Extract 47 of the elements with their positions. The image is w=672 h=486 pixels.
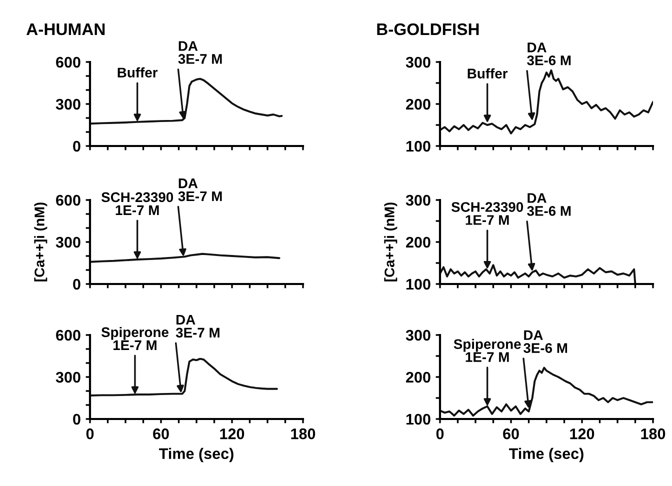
line-series	[440, 366, 653, 417]
y-axis-title: [Ca++]i (nM)	[384, 202, 398, 282]
annotation: DA 3E-6 M	[527, 42, 571, 66]
annotation: Buffer	[118, 67, 158, 78]
y-tick-label: 100	[406, 140, 430, 152]
chart-title: A-HUMAN	[26, 24, 105, 36]
x-tick-label: 180	[291, 428, 316, 440]
y-tick-label: 600	[56, 56, 80, 68]
y-tick-label: 300	[406, 56, 430, 68]
y-tick-label: 0	[73, 414, 80, 425]
annotation: DA 3E-7 M	[176, 314, 220, 338]
y-axis-title: [Ca++]i (nM)	[34, 202, 48, 282]
line-series	[440, 69, 653, 134]
y-tick-label: 200	[406, 236, 430, 248]
annotation: DA 3E-6 M	[524, 330, 568, 353]
annotation: Spiperone 1E-7 M	[454, 338, 521, 362]
y-tick-label: 200	[406, 372, 430, 383]
y-tick-label: 100	[406, 278, 430, 290]
y-tick-label: 300	[56, 372, 80, 383]
y-tick-label: 600	[56, 194, 80, 206]
line-series	[90, 358, 278, 396]
y-tick-label: 300	[56, 236, 80, 248]
x-axis-title: Time (sec)	[509, 448, 584, 462]
x-tick-label: 120	[570, 428, 594, 440]
x-axis-title: Time (sec)	[159, 448, 234, 462]
annotation: Spiperone 1E-7 M	[101, 326, 168, 350]
y-tick-label: 300	[406, 194, 430, 206]
x-tick-label: 0	[86, 428, 94, 440]
annotation: Buffer	[468, 68, 508, 78]
chart-title: B-GOLDFISH	[377, 23, 479, 36]
annotation: DA 3E-7 M	[178, 178, 222, 202]
x-tick-label: 120	[220, 428, 244, 440]
annotation: SCH-23390 1E-7 M	[451, 202, 524, 225]
annotation: DA 3E-6 M	[527, 193, 571, 216]
x-tick-label: 60	[153, 428, 169, 440]
y-tick-label: 0	[73, 278, 80, 290]
annotation: SCH-23390 1E-7 M	[101, 192, 174, 215]
y-tick-label: 100	[406, 414, 430, 425]
x-tick-label: 180	[641, 428, 666, 440]
y-tick-label: 0	[73, 140, 80, 152]
y-tick-label: 300	[406, 330, 430, 341]
y-tick-label: 300	[56, 98, 80, 110]
annotation: DA 3E-7 M	[178, 41, 222, 64]
x-tick-label: 60	[503, 428, 519, 440]
x-tick-label: 0	[436, 428, 444, 440]
y-tick-label: 200	[406, 98, 430, 110]
y-tick-label: 600	[56, 330, 80, 341]
